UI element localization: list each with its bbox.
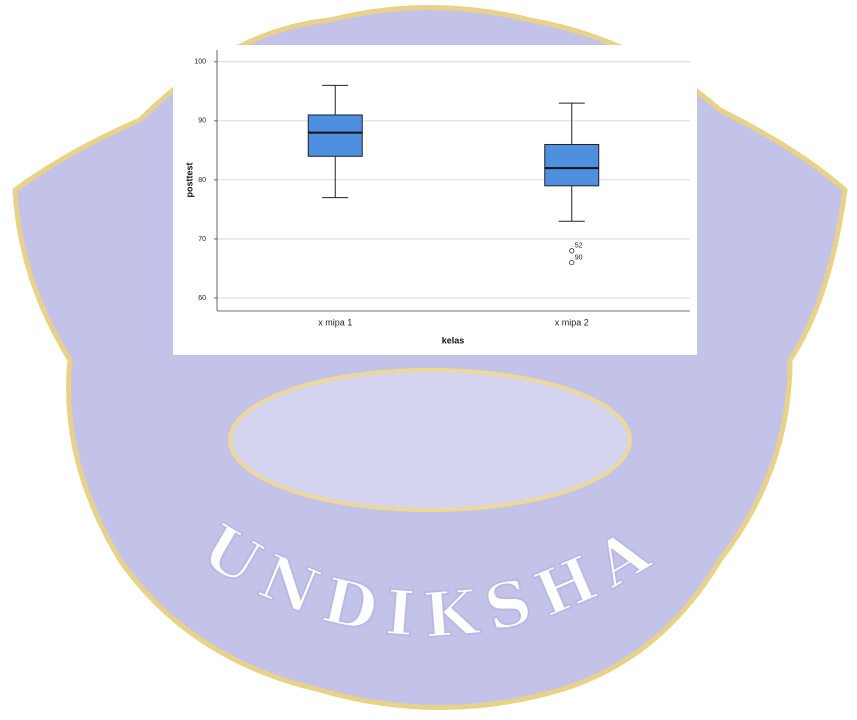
outlier-case-label: 90 <box>575 254 583 261</box>
x-axis-title: kelas <box>442 335 465 345</box>
x-tick-label: x mipa 2 <box>555 317 589 327</box>
outlier <box>569 248 575 254</box>
y-tick-label: 80 <box>198 177 206 184</box>
watermark-lotus <box>228 368 632 512</box>
y-tick-label: 60 <box>198 295 206 302</box>
x-tick-label: x mipa 1 <box>318 317 352 327</box>
outlier-case-label: 52 <box>575 243 583 250</box>
y-tick-label: 100 <box>194 59 206 66</box>
box <box>544 143 600 187</box>
chart-panel <box>173 45 697 355</box>
outlier <box>569 259 575 266</box>
y-axis-title: posttest <box>184 162 194 197</box>
y-tick-label: 70 <box>198 236 206 243</box>
y-tick-label: 90 <box>198 118 206 125</box>
box <box>307 114 363 157</box>
